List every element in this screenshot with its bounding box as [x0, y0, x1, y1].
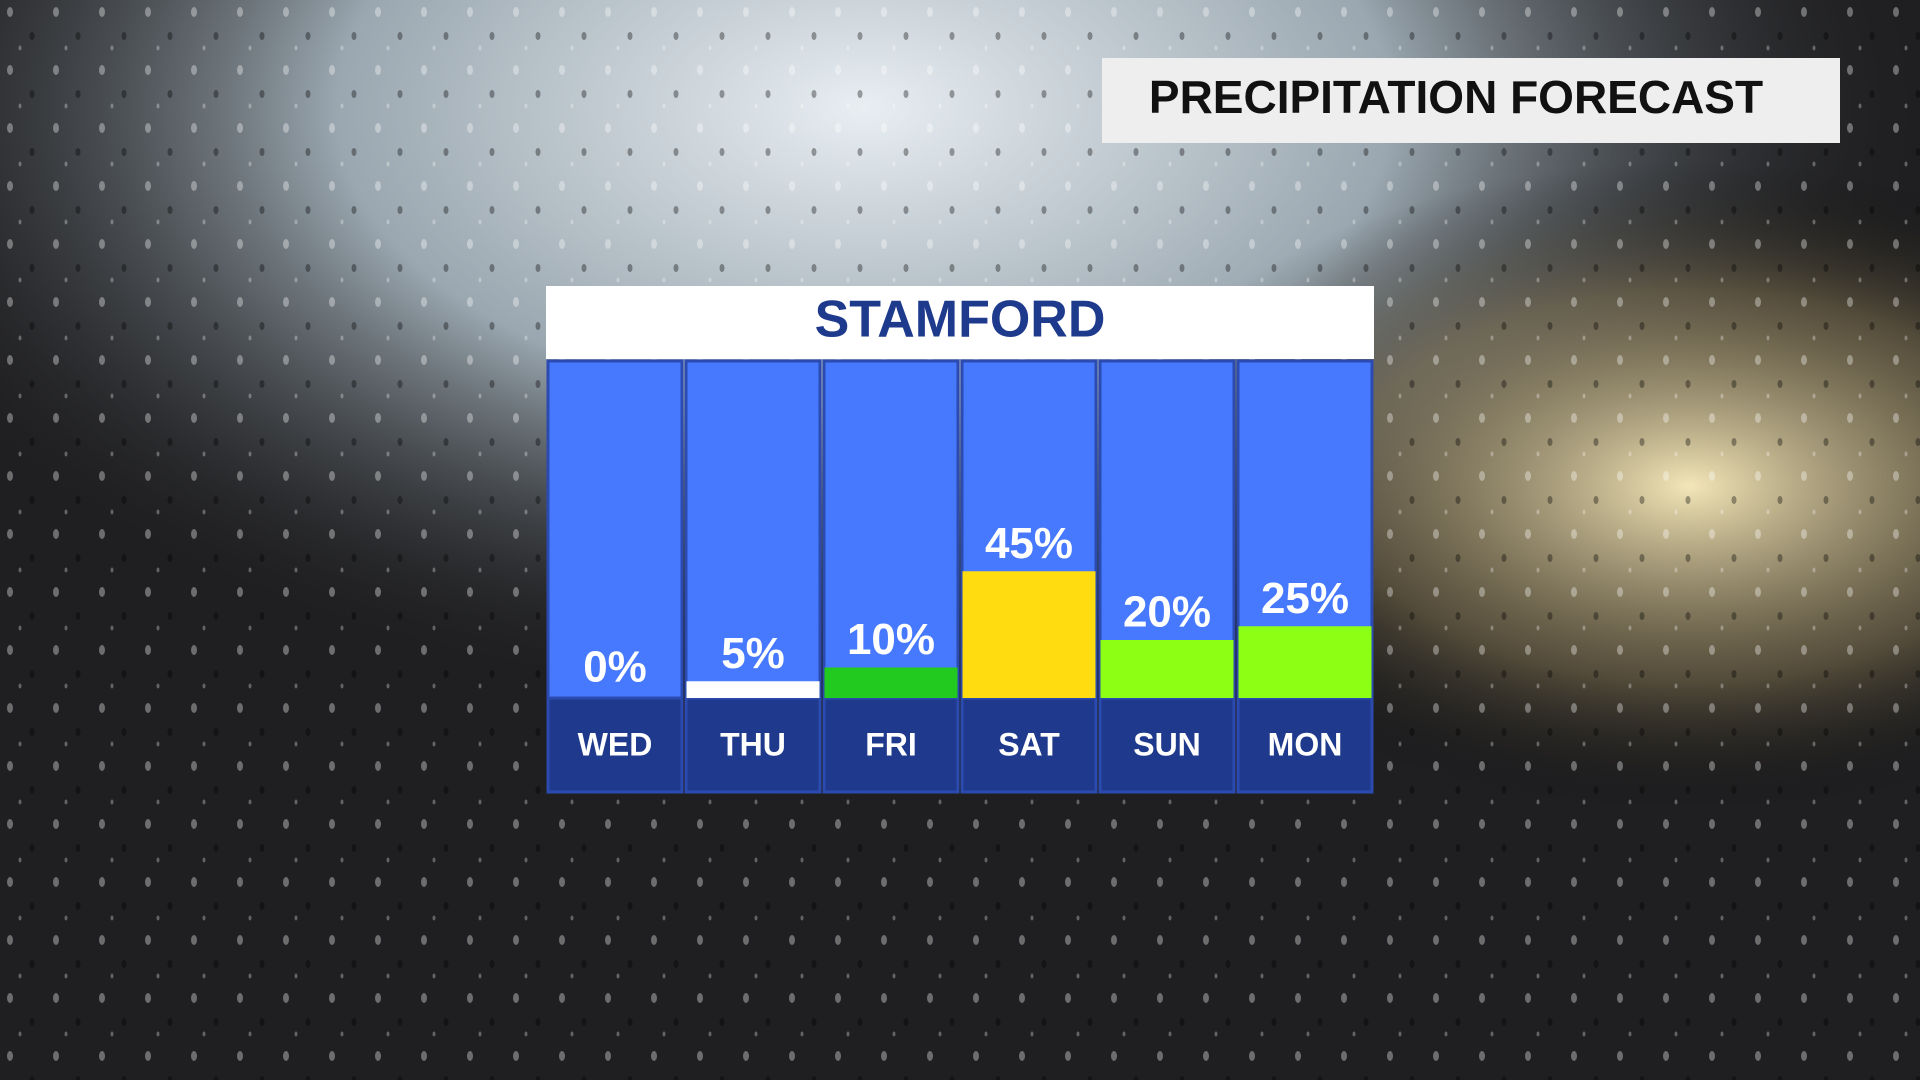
x-tick-label: FRI — [865, 726, 917, 762]
day-cell — [822, 696, 960, 794]
value-label: 45% — [985, 519, 1073, 568]
column-panel — [822, 359, 960, 700]
value-label: 10% — [847, 615, 935, 664]
bar — [1100, 640, 1234, 698]
bar — [1238, 626, 1372, 698]
page-title: PRECIPITATION FORECAST — [1149, 71, 1763, 123]
day-cell — [1236, 696, 1374, 794]
x-tick-label: SUN — [1133, 726, 1201, 762]
column-panel — [684, 359, 822, 700]
bar — [962, 571, 1096, 698]
value-label: 25% — [1261, 574, 1349, 623]
value-label: 0% — [583, 643, 647, 692]
chart-header — [546, 286, 1374, 359]
title-box — [1102, 58, 1840, 143]
bar — [686, 681, 820, 698]
chart-title: STAMFORD — [815, 291, 1106, 349]
plot: WED 0% THU 5% FRI 10% SAT 45% SUN 20% MON 25% — [546, 359, 1374, 794]
x-tick-label: THU — [720, 726, 786, 762]
value-label: 20% — [1123, 588, 1211, 637]
x-tick-label: WED — [578, 726, 653, 762]
day-cell — [546, 696, 684, 794]
x-tick-label: MON — [1268, 726, 1343, 762]
column-panel — [546, 359, 684, 700]
bar — [824, 667, 958, 698]
value-label: 5% — [721, 629, 785, 678]
x-tick-label: SAT — [998, 726, 1060, 762]
